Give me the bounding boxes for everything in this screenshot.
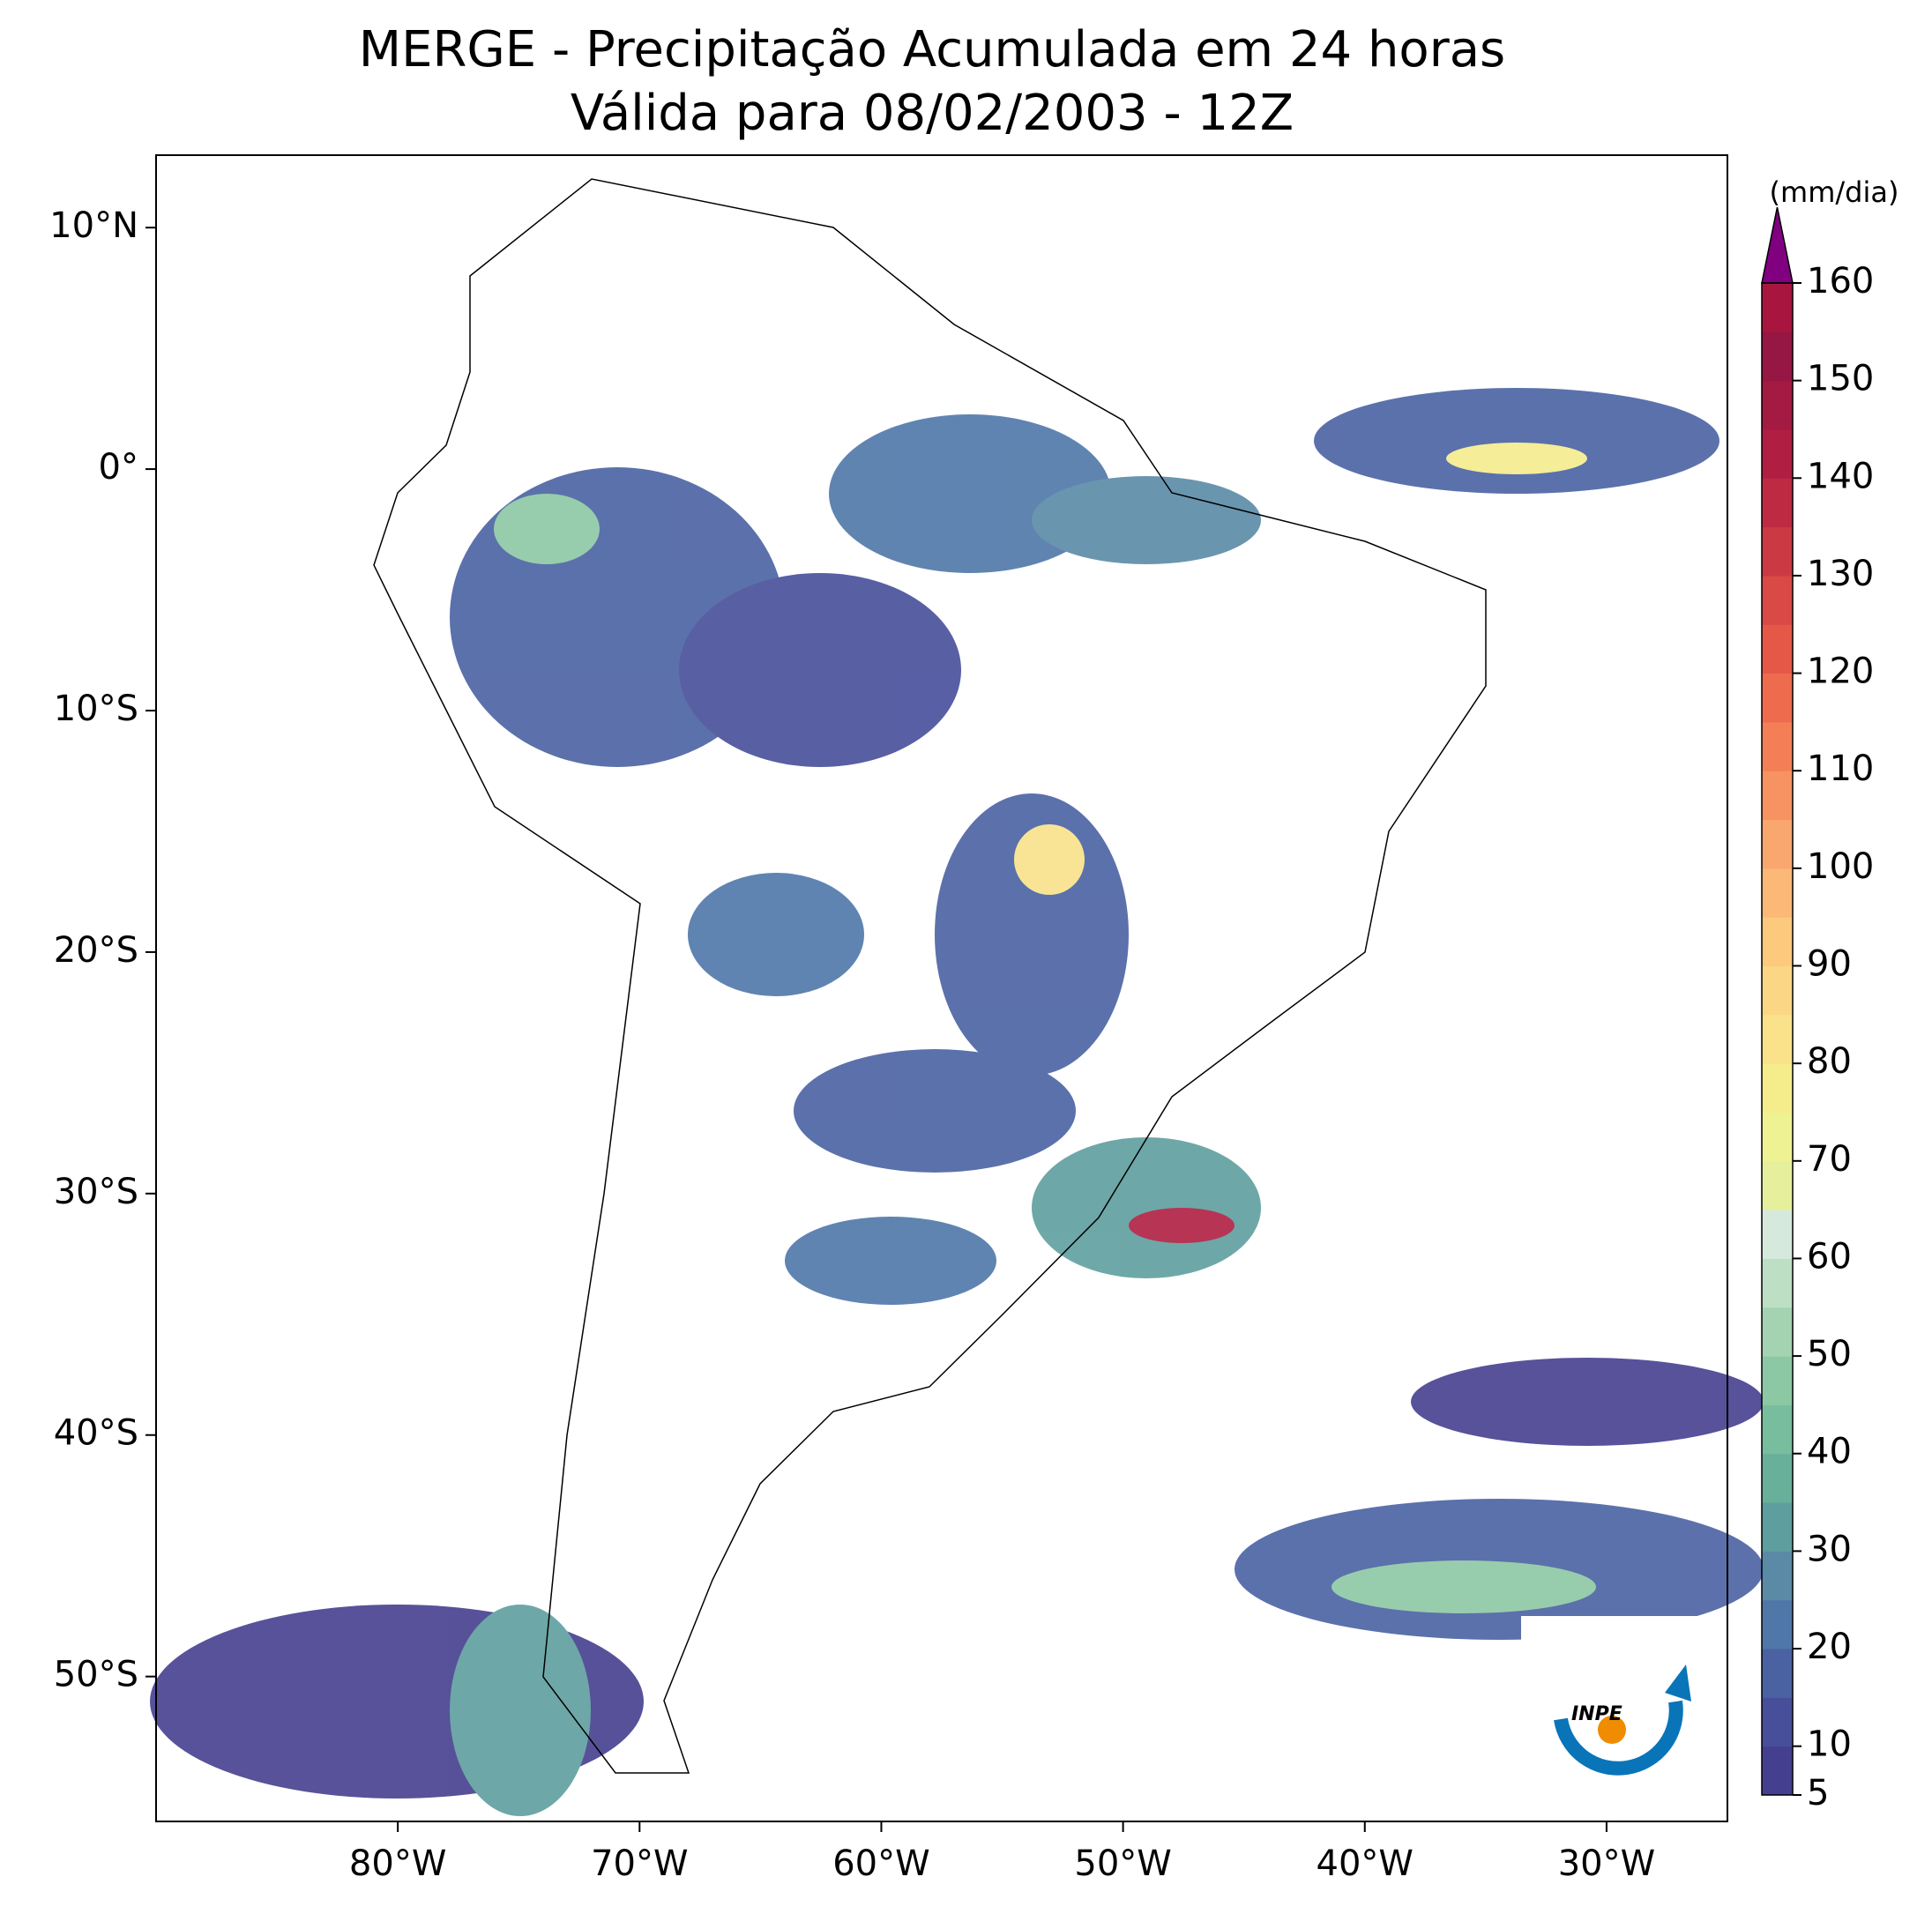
rain-area — [1332, 1560, 1596, 1613]
precipitation-fields — [150, 388, 1764, 1816]
colorbar-segment — [1762, 1746, 1793, 1796]
y-tick-label: 20°S — [54, 930, 138, 971]
colorbar-tick-label: 30 — [1807, 1529, 1852, 1569]
x-tick-label: 70°W — [591, 1843, 688, 1884]
rain-area — [794, 1049, 1076, 1173]
colorbar-tick-label: 10 — [1807, 1724, 1852, 1765]
colorbar-segment — [1762, 331, 1793, 382]
logo-arrow — [1665, 1665, 1691, 1702]
colorbar-segment — [1762, 428, 1793, 479]
colorbar-tick-label: 120 — [1807, 652, 1874, 692]
title-line: MERGE - Precipitação Acumulada em 24 hor… — [359, 21, 1505, 78]
colorbar-frame — [1761, 282, 1794, 1796]
rain-area — [1032, 1137, 1261, 1278]
x-tick-label: 50°W — [1074, 1843, 1171, 1884]
colorbar-tick-label: 160 — [1807, 261, 1874, 302]
colorbar-segment — [1762, 1599, 1793, 1650]
colorbar-segment — [1762, 673, 1793, 723]
colorbar-segment — [1762, 1502, 1793, 1552]
colorbar-tick-label: 80 — [1807, 1041, 1852, 1082]
colorbar-tick-label: 140 — [1807, 456, 1874, 496]
colorbar-segment — [1762, 1307, 1793, 1357]
colorbar-tick-label: 100 — [1807, 846, 1874, 887]
colorbar-segment — [1762, 283, 1793, 332]
rain-area — [1314, 388, 1719, 494]
colorbar-tick-label: 5 — [1807, 1773, 1829, 1813]
colorbar-segment — [1762, 478, 1793, 528]
colorbar-segment — [1762, 1112, 1793, 1162]
rain-area — [1032, 476, 1261, 564]
colorbar-segment — [1762, 1649, 1793, 1698]
colorbar-segment — [1762, 1453, 1793, 1503]
colorbar-tick-label: 90 — [1807, 944, 1852, 985]
colorbar-segment — [1762, 1697, 1793, 1747]
x-tick-label: 60°W — [832, 1843, 929, 1884]
rain-area — [688, 873, 864, 996]
colorbar-segment — [1762, 1210, 1793, 1259]
colorbar-tick-label: 70 — [1807, 1139, 1852, 1180]
rain-area — [785, 1217, 996, 1305]
x-tick-label: 30°W — [1558, 1843, 1655, 1884]
colorbar-segment — [1762, 721, 1793, 771]
colorbar-tick-label: 130 — [1807, 554, 1874, 594]
colorbar-segment — [1762, 380, 1793, 430]
map-area — [150, 154, 1764, 1822]
colorbar-segment — [1762, 1551, 1793, 1601]
y-tick-label: 30°S — [54, 1172, 138, 1212]
rain-area — [450, 1605, 591, 1816]
y-tick-label: 50°S — [54, 1655, 138, 1695]
rain-area — [1014, 824, 1085, 895]
colorbar-label: (mm/dia) — [1770, 175, 1899, 209]
rain-area — [1411, 1358, 1764, 1446]
rain-area — [1129, 1208, 1235, 1243]
rain-area — [679, 573, 961, 767]
map-frame — [155, 154, 1728, 1822]
colorbar-segment — [1762, 526, 1793, 577]
coastline — [373, 178, 1487, 1774]
colorbar-segment — [1762, 1258, 1793, 1308]
logo-dot — [1598, 1716, 1626, 1744]
colorbar-extension — [1761, 206, 1794, 284]
colorbar-segment — [1762, 575, 1793, 625]
colorbar-segment — [1762, 1014, 1793, 1064]
colorbar-tick-label: 110 — [1807, 748, 1874, 789]
y-tick-label: 0° — [99, 447, 138, 488]
colorbar-segment — [1762, 1063, 1793, 1113]
colorbar-segment — [1762, 868, 1793, 918]
y-tick-label: 10°N — [49, 205, 138, 246]
colorbar-tick-label: 150 — [1807, 359, 1874, 399]
colorbar-tick-label: 40 — [1807, 1432, 1852, 1472]
colorbar-segment — [1762, 1356, 1793, 1405]
x-tick-label: 80°W — [349, 1843, 446, 1884]
logo-arc — [1554, 1700, 1683, 1776]
colorbar-segment — [1762, 1160, 1793, 1210]
x-tick-label: 40°W — [1317, 1843, 1414, 1884]
colorbar-tick-label: 20 — [1807, 1627, 1852, 1667]
colorbar-tick-label: 60 — [1807, 1236, 1852, 1277]
colorbar-segment — [1762, 1404, 1793, 1455]
logo-text: INPE — [1571, 1703, 1622, 1725]
colorbar-segment — [1762, 819, 1793, 869]
rain-area — [494, 494, 600, 564]
rain-area — [1446, 443, 1587, 474]
colorbar-segment — [1762, 624, 1793, 674]
colorbar-segment — [1762, 771, 1793, 821]
colorbar-segment — [1762, 917, 1793, 967]
title-line: Válida para 08/02/2003 - 12Z — [571, 85, 1294, 142]
y-tick-label: 40°S — [54, 1413, 138, 1454]
colorbar-tick-label: 50 — [1807, 1334, 1852, 1374]
colorbar-segment — [1762, 965, 1793, 1016]
logo: INPE — [1521, 1616, 1710, 1801]
y-tick-label: 10°S — [54, 689, 138, 729]
